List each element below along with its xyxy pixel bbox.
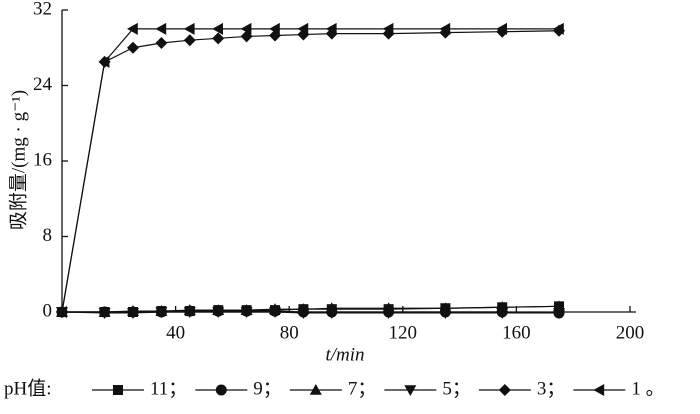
marker [496,22,507,35]
series-line [61,30,560,313]
marker [56,306,67,318]
y-tick-label: 32 [33,0,52,19]
series-line [61,311,559,314]
marker [439,308,452,319]
x-tick-label: 40 [166,322,185,343]
marker [309,384,322,395]
series-line [61,28,559,313]
marker [325,22,337,35]
marker [155,37,168,50]
y-tick-label: 16 [33,149,52,170]
marker [155,307,168,318]
legend-label: 3； [537,378,566,399]
marker [297,22,309,35]
x-tick-label: 80 [280,322,299,343]
marker [127,41,139,54]
marker [553,22,564,35]
marker [496,308,509,319]
marker [98,55,110,68]
y-tick-label: 8 [43,225,53,246]
x-axis-label: t/min [325,344,364,365]
marker [113,385,123,395]
marker [297,308,310,319]
legend-label: 1 。 [631,378,664,399]
marker [127,22,138,35]
y-tick-label: 0 [43,300,53,321]
legend-label: 9； [253,378,282,399]
marker [98,308,111,319]
y-tick-label: 24 [33,74,53,95]
legend-label: 5； [442,378,471,399]
marker [439,22,451,35]
y-axis-label: 吸附量/(mg · g⁻¹) [7,90,29,230]
marker [325,308,338,319]
series-line [62,305,560,313]
marker [212,22,223,35]
marker [240,22,252,35]
legend-title: pH值: [4,377,52,399]
marker [127,308,139,319]
marker [240,307,253,318]
marker [269,22,280,35]
marker [183,22,195,35]
marker [382,308,395,319]
marker [215,384,227,396]
marker [155,22,167,35]
legend-label: 11； [150,378,187,399]
marker [212,32,225,45]
marker [212,307,225,318]
marker [269,307,281,318]
x-tick-label: 120 [389,322,418,343]
marker [382,22,394,35]
x-tick-label: 200 [616,322,645,343]
marker [498,384,511,396]
marker [553,308,565,319]
marker [183,34,196,47]
marker [183,307,196,318]
x-tick-label: 160 [502,322,531,343]
legend-label: 7； [348,378,377,399]
marker [404,385,417,396]
marker [593,384,605,396]
marker [439,26,452,39]
